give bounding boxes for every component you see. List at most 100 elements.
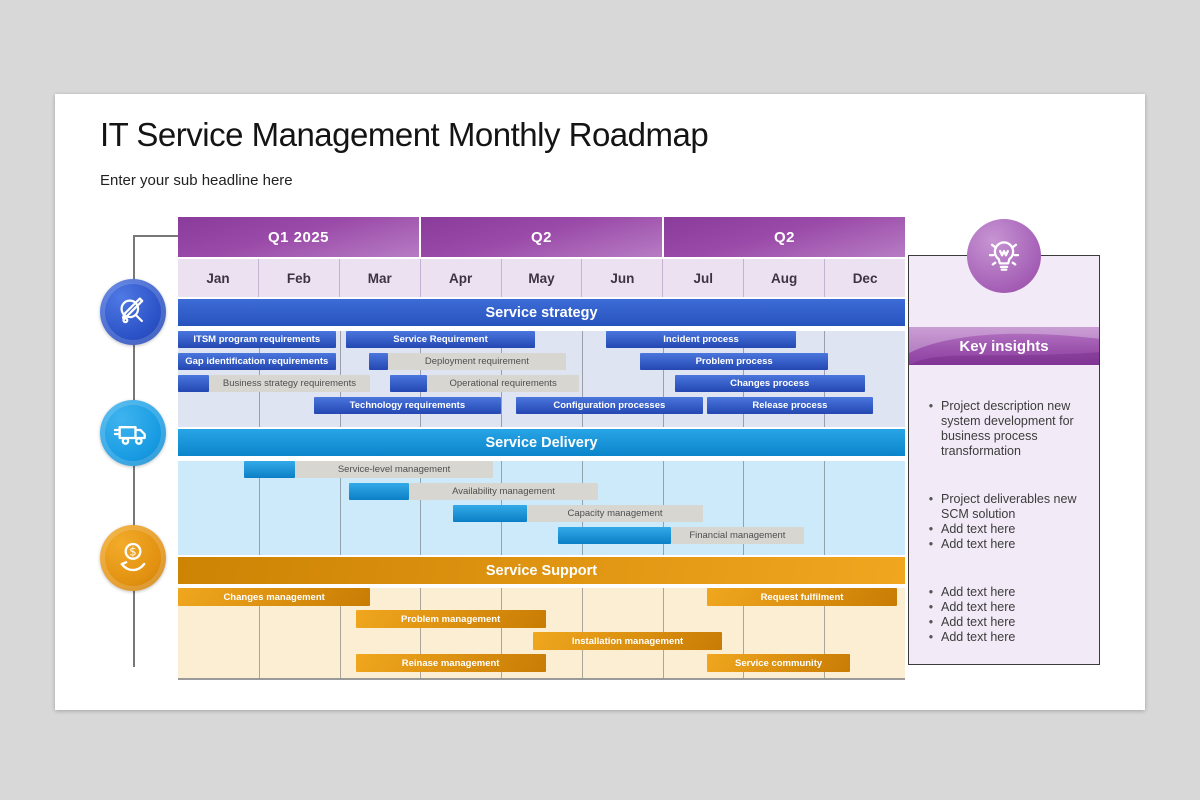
gantt-row-delivery-1: Service-level management — [178, 461, 905, 478]
month-cell-mar: Mar — [339, 259, 421, 297]
list-item: • Project description new system developm… — [921, 399, 1091, 459]
gantt-sections: Service strategy ITSM program requirement… — [178, 299, 905, 680]
list-item: • Add text here — [921, 615, 1091, 630]
gantt-bar: Business strategy requirements — [208, 375, 371, 392]
month-gridline — [662, 331, 664, 427]
list-item: • Add text here — [921, 537, 1091, 552]
bullet-text: Add text here — [941, 600, 1016, 614]
section-header-delivery: Service Delivery — [178, 429, 905, 456]
bullet-dot: • — [928, 630, 934, 644]
gantt-bar: Availability management — [409, 483, 599, 500]
month-cell-feb: Feb — [258, 259, 340, 297]
list-item: • Add text here — [921, 522, 1091, 537]
gantt-bar: Financial management — [670, 527, 805, 544]
month-cell-may: May — [501, 259, 583, 297]
quarter-row: Q1 2025 Q2 Q2 — [178, 217, 905, 257]
list-item: • Project deliverables new SCM solution — [921, 492, 1091, 522]
gantt-row-delivery-3: Capacity management — [178, 505, 905, 522]
gantt-bar: Changes management — [178, 588, 371, 606]
analysis-magnifier-icon — [100, 279, 166, 345]
gantt-row-support-3: Installation management — [178, 632, 905, 650]
section-body-delivery: Service-level management Availability man… — [178, 461, 905, 555]
gantt-row-strategy-1: ITSM program requirements Service Require… — [178, 331, 905, 348]
gantt-bar: Changes process — [674, 375, 865, 392]
month-gridline — [420, 461, 422, 555]
bullet-dot: • — [928, 399, 934, 413]
gantt-bar: ITSM program requirements — [178, 331, 336, 348]
list-item: • Add text here — [921, 630, 1091, 645]
month-gridline — [743, 461, 745, 555]
gantt-bar: Capacity management — [526, 505, 704, 522]
month-gridline — [743, 588, 745, 678]
month-cell-dec: Dec — [825, 259, 906, 297]
month-gridline — [824, 588, 826, 678]
section-body-support: Changes management Request fulfilment Prob… — [178, 588, 905, 680]
month-cell-jan: Jan — [178, 259, 259, 297]
gantt-bar-lead — [349, 483, 409, 500]
list-item: • Add text here — [921, 585, 1091, 600]
hand-coin-icon: $ — [100, 525, 166, 591]
gantt-bar-lead — [369, 353, 389, 370]
gantt-bar: Problem management — [355, 610, 546, 628]
gantt-row-strategy-2: Gap identification requirements Deploymen… — [178, 353, 905, 370]
gantt-row-strategy-4: Technology requirements Configuration pro… — [178, 397, 905, 414]
page-title: IT Service Management Monthly Roadmap — [100, 116, 709, 153]
quarter-cell-3: Q2 — [664, 217, 905, 257]
bullet-text: Add text here — [941, 537, 1016, 551]
gantt-row-delivery-4: Financial management — [178, 527, 905, 544]
quarter-cell-1: Q1 2025 — [178, 217, 419, 257]
gantt-bar: Service-level management — [295, 461, 494, 478]
svg-text:$: $ — [129, 544, 136, 558]
timeline-connector-line — [133, 235, 179, 237]
insights-bullet-list: • Project description new system developm… — [909, 365, 1099, 664]
bullet-dot: • — [928, 615, 934, 629]
lightbulb-icon — [967, 219, 1041, 293]
bullet-text: Add text here — [941, 522, 1016, 536]
list-item: • Add text here — [921, 600, 1091, 615]
gantt-bar: Technology requirements — [313, 397, 502, 414]
section-header-support: Service Support — [178, 557, 905, 584]
gantt-bar: Operational requirements — [426, 375, 580, 392]
gantt-table: Q1 2025 Q2 Q2 Jan Feb Mar Apr May Jun Jul Aug Dec … — [178, 217, 906, 680]
gantt-bar: Problem process — [640, 353, 829, 370]
gantt-bar-lead — [244, 461, 296, 478]
gantt-row-support-1: Changes management Request fulfilment — [178, 588, 905, 606]
month-gridline — [501, 588, 503, 678]
month-gridline — [824, 461, 826, 555]
bullet-group-2: • Project deliverables new SCM solution • A… — [921, 492, 1091, 552]
banner-wave-decoration — [909, 327, 1099, 365]
key-insights-banner: Key insights — [909, 327, 1099, 365]
gantt-bar: Deployment requirement — [388, 353, 566, 370]
delivery-truck-icon — [100, 400, 166, 466]
gantt-row-support-2: Problem management — [178, 610, 905, 628]
section-body-strategy: ITSM program requirements Service Require… — [178, 331, 905, 427]
gantt-row-strategy-3: Business strategy requirements Operationa… — [178, 375, 905, 392]
month-gridline — [420, 588, 422, 678]
month-cell-apr: Apr — [420, 259, 502, 297]
gantt-bar: Release process — [707, 397, 873, 414]
month-gridline — [339, 461, 341, 555]
bullet-text: Add text here — [941, 630, 1016, 644]
bullet-text: Add text here — [941, 615, 1016, 629]
month-cell-jun: Jun — [582, 259, 664, 297]
bullet-dot: • — [928, 537, 934, 551]
month-gridline — [258, 588, 260, 678]
bullet-text: Project description new system developme… — [941, 399, 1074, 458]
page-subtitle: Enter your sub headline here — [100, 172, 293, 189]
key-insights-title: Key insights — [959, 337, 1049, 355]
month-cell-aug: Aug — [744, 259, 826, 297]
gantt-bar: Service Requirement — [346, 331, 536, 348]
gantt-bar-lead — [178, 375, 209, 392]
month-row: Jan Feb Mar Apr May Jun Jul Aug Dec — [178, 259, 906, 297]
gantt-row-delivery-2: Availability management — [178, 483, 905, 500]
gantt-bar: Gap identification requirements — [178, 353, 336, 370]
bullet-dot: • — [928, 600, 934, 614]
gantt-bar: Reinase management — [355, 654, 546, 672]
gantt-bar-lead — [557, 527, 671, 544]
gantt-bar: Service community — [707, 654, 851, 672]
gantt-bar: Configuration processes — [515, 397, 704, 414]
gantt-bar: Installation management — [533, 632, 722, 650]
quarter-cell-2: Q2 — [421, 217, 662, 257]
bullet-dot: • — [928, 585, 934, 599]
